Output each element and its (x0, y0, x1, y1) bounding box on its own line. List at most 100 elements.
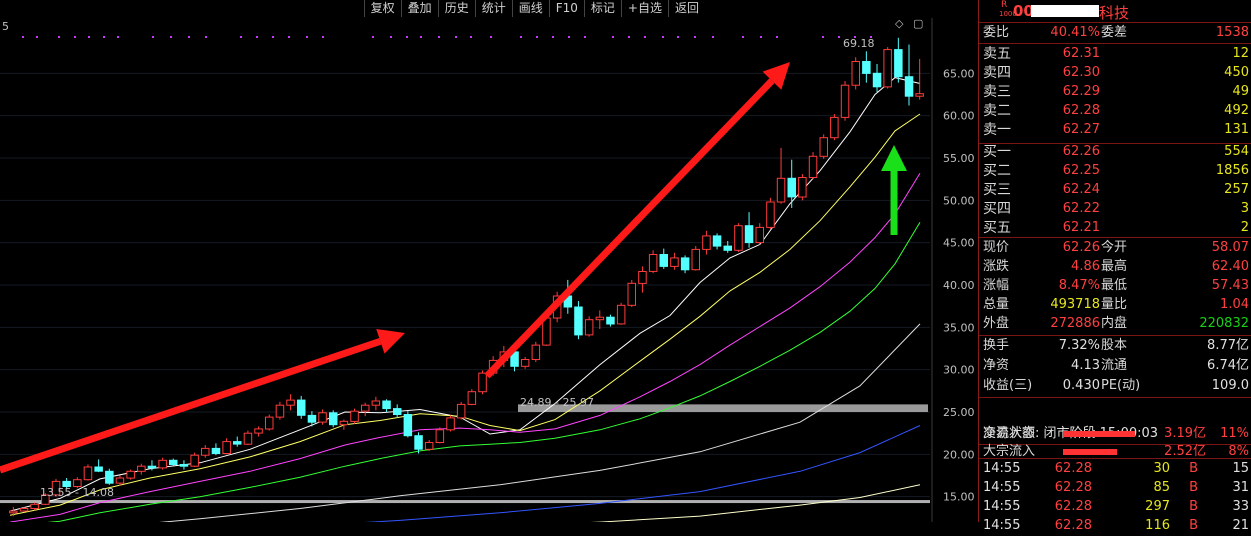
candle-down[interactable] (872, 72, 882, 88)
candle-down[interactable] (659, 254, 668, 267)
candle-down[interactable] (744, 225, 754, 244)
candle-up[interactable] (691, 248, 700, 271)
back-button[interactable]: 返回 (667, 0, 705, 17)
candle-up[interactable] (339, 420, 349, 426)
bid-row[interactable]: 买四 62.22 3 (979, 199, 1251, 219)
candle-up[interactable] (702, 235, 711, 250)
candle-up[interactable] (883, 49, 892, 88)
candle-down[interactable] (211, 447, 221, 454)
ask-row[interactable]: 卖三 62.29 49 (979, 82, 1251, 102)
candle-down[interactable] (329, 412, 338, 426)
candle-down[interactable] (307, 414, 317, 423)
candles[interactable] (9, 37, 924, 517)
candle-down[interactable] (414, 435, 423, 450)
candle-up[interactable] (158, 459, 167, 469)
candle-down[interactable] (105, 470, 114, 484)
tick-row[interactable]: 14:55 62.28 30 B 15 (979, 459, 1251, 479)
candle-down[interactable] (382, 400, 391, 410)
candle-up[interactable] (478, 372, 487, 393)
candle-up[interactable] (648, 254, 658, 272)
candle-up[interactable] (243, 432, 253, 445)
candle-up[interactable] (840, 84, 850, 118)
tick-row[interactable]: 14:55 62.28 297 B 33 (979, 497, 1251, 517)
candle-up[interactable] (83, 466, 93, 481)
candle-up[interactable] (201, 447, 210, 456)
kline-chart-svg[interactable]: 65.00 60.00 55.00 50.00 45.00 40.00 35.00 30.00… (0, 0, 978, 522)
candle-down[interactable] (179, 464, 189, 467)
candle-up[interactable] (435, 429, 445, 443)
candle-down[interactable] (403, 414, 413, 437)
candle-down[interactable] (169, 459, 178, 465)
restore-rights-button[interactable]: 复权 (363, 0, 401, 17)
candle-up[interactable] (286, 399, 295, 406)
candle-down[interactable] (574, 306, 583, 336)
candle-up[interactable] (595, 316, 605, 321)
candle-up[interactable] (531, 344, 541, 361)
add-watchlist-button[interactable]: +自选 (620, 0, 668, 17)
candle-down[interactable] (723, 245, 732, 251)
candle-up[interactable] (318, 412, 327, 423)
candle-up[interactable] (627, 282, 636, 306)
statistics-button[interactable]: 统计 (474, 0, 512, 17)
candle-up[interactable] (520, 359, 530, 367)
candle-up[interactable] (446, 417, 455, 431)
candle-up[interactable] (73, 479, 82, 488)
candle-up[interactable] (755, 226, 764, 244)
candle-up[interactable] (265, 416, 274, 430)
tick-row[interactable]: 14:55 62.28 116 B 21 (979, 516, 1251, 536)
kline-chart[interactable]: 65.00 60.00 55.00 50.00 45.00 40.00 35.00 30.00… (0, 0, 978, 522)
candle-down[interactable] (62, 480, 71, 487)
candle-down[interactable] (147, 465, 157, 469)
candle-up[interactable] (670, 257, 679, 267)
candle-down[interactable] (712, 235, 722, 247)
candle-up[interactable] (275, 404, 285, 418)
diamond-icon[interactable]: ◇ (895, 17, 904, 30)
candle-up[interactable] (638, 271, 647, 284)
candle-up[interactable] (915, 93, 924, 97)
candle-up[interactable] (371, 400, 381, 406)
candle-down[interactable] (606, 316, 615, 325)
candle-down[interactable] (393, 408, 402, 416)
candle-up[interactable] (424, 442, 434, 450)
bid-row[interactable]: 买二 62.25 1856 (979, 161, 1251, 181)
bid-row[interactable]: 买三 62.24 257 (979, 180, 1251, 200)
ask-row[interactable]: 卖二 62.28 492 (979, 101, 1251, 121)
candle-up[interactable] (30, 503, 39, 509)
candle-down[interactable] (680, 257, 690, 271)
candle-up[interactable] (350, 410, 359, 422)
candle-up[interactable] (830, 116, 839, 139)
bid-row[interactable]: 买五 62.21 2 (979, 218, 1251, 238)
candle-up[interactable] (808, 155, 818, 179)
candle-up[interactable] (19, 508, 29, 512)
history-button[interactable]: 历史 (437, 0, 475, 17)
candle-up[interactable] (361, 404, 370, 412)
candle-up[interactable] (126, 470, 135, 479)
candle-up[interactable] (222, 441, 231, 455)
candle-up[interactable] (137, 465, 146, 472)
ask-row[interactable]: 卖一 62.27 131 (979, 120, 1251, 140)
mark-button[interactable]: 标记 (583, 0, 621, 17)
candle-up[interactable] (456, 403, 466, 419)
draw-line-button[interactable]: 画线 (511, 0, 549, 17)
candle-down[interactable] (233, 441, 242, 445)
candle-down[interactable] (94, 466, 103, 472)
square-icon[interactable]: ▢ (912, 17, 924, 30)
bid-row[interactable]: 买一 62.26 554 (979, 142, 1251, 162)
candle-down[interactable] (787, 177, 796, 198)
candle-up[interactable] (467, 391, 477, 405)
tick-row[interactable]: 14:55 62.28 85 B 31 (979, 478, 1251, 498)
candle-down[interactable] (894, 49, 903, 78)
candle-down[interactable] (297, 399, 306, 416)
candle-down[interactable] (862, 61, 871, 74)
candle-up[interactable] (776, 177, 786, 203)
candle-up[interactable] (798, 177, 807, 198)
candle-up[interactable] (9, 510, 18, 514)
f10-button[interactable]: F10 (548, 0, 584, 17)
candle-up[interactable] (254, 428, 263, 434)
overlay-button[interactable]: 叠加 (400, 0, 438, 17)
candle-up[interactable] (51, 480, 61, 496)
candle-down[interactable] (904, 76, 914, 97)
candle-up[interactable] (41, 494, 50, 505)
ask-row[interactable]: 卖五 62.31 12 (979, 44, 1251, 64)
candle-up[interactable] (115, 477, 125, 484)
